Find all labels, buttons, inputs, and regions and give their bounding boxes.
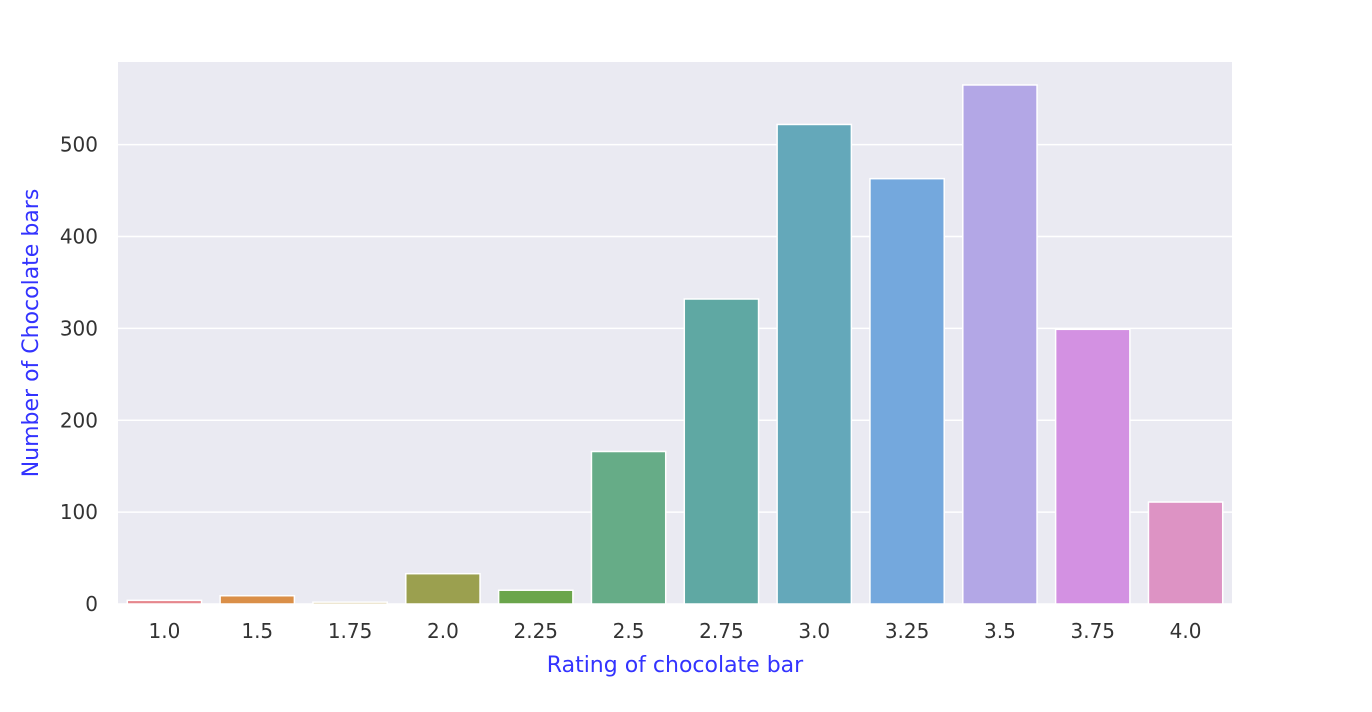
bar-3.0	[776, 123, 853, 605]
y-tick-label: 0	[85, 592, 98, 616]
y-tick-label: 300	[60, 316, 98, 340]
bar-3.25	[869, 177, 945, 605]
x-tick-label: 3.75	[1070, 619, 1115, 643]
plot-background	[118, 62, 1232, 604]
bar-2.25	[497, 589, 574, 605]
bar-2.0	[405, 572, 481, 605]
y-axis-ticks: 0 100 200 300 400 500	[60, 133, 98, 616]
x-tick-label: 1.75	[328, 619, 373, 643]
y-tick-label: 100	[60, 500, 98, 524]
bar-2.75	[683, 298, 760, 605]
x-axis-label: Rating of chocolate bar	[547, 653, 804, 678]
y-tick-label: 200	[60, 408, 98, 432]
bar-3.75	[1054, 328, 1131, 605]
bars	[126, 84, 1224, 605]
x-tick-label: 3.5	[984, 619, 1016, 643]
x-tick-label: 3.25	[885, 619, 930, 643]
x-tick-label: 2.75	[699, 619, 744, 643]
x-tick-label: 2.25	[513, 619, 558, 643]
y-tick-label: 400	[60, 225, 98, 249]
y-axis-label: Number of Chocolate bars	[19, 189, 44, 478]
x-tick-label: 2.0	[427, 619, 459, 643]
bar-4.0	[1147, 501, 1224, 605]
grid-lines	[118, 143, 1232, 605]
x-tick-label: 1.0	[149, 619, 181, 643]
bar-3.5	[962, 84, 1038, 605]
x-axis-ticks: 1.0 1.5 1.75 2.0 2.25 2.5 2.75 3.0 3.25 3.5 3.75 4.…	[149, 619, 1202, 643]
x-tick-label: 2.5	[613, 619, 645, 643]
x-tick-label: 3.0	[798, 619, 830, 643]
bar-1.0	[126, 599, 203, 605]
x-tick-label: 1.5	[241, 619, 273, 643]
bar-2.5	[590, 450, 667, 605]
x-tick-label: 4.0	[1170, 619, 1202, 643]
y-tick-label: 500	[60, 133, 98, 157]
bar-1.5	[219, 594, 296, 605]
bar-1.75	[312, 601, 388, 605]
